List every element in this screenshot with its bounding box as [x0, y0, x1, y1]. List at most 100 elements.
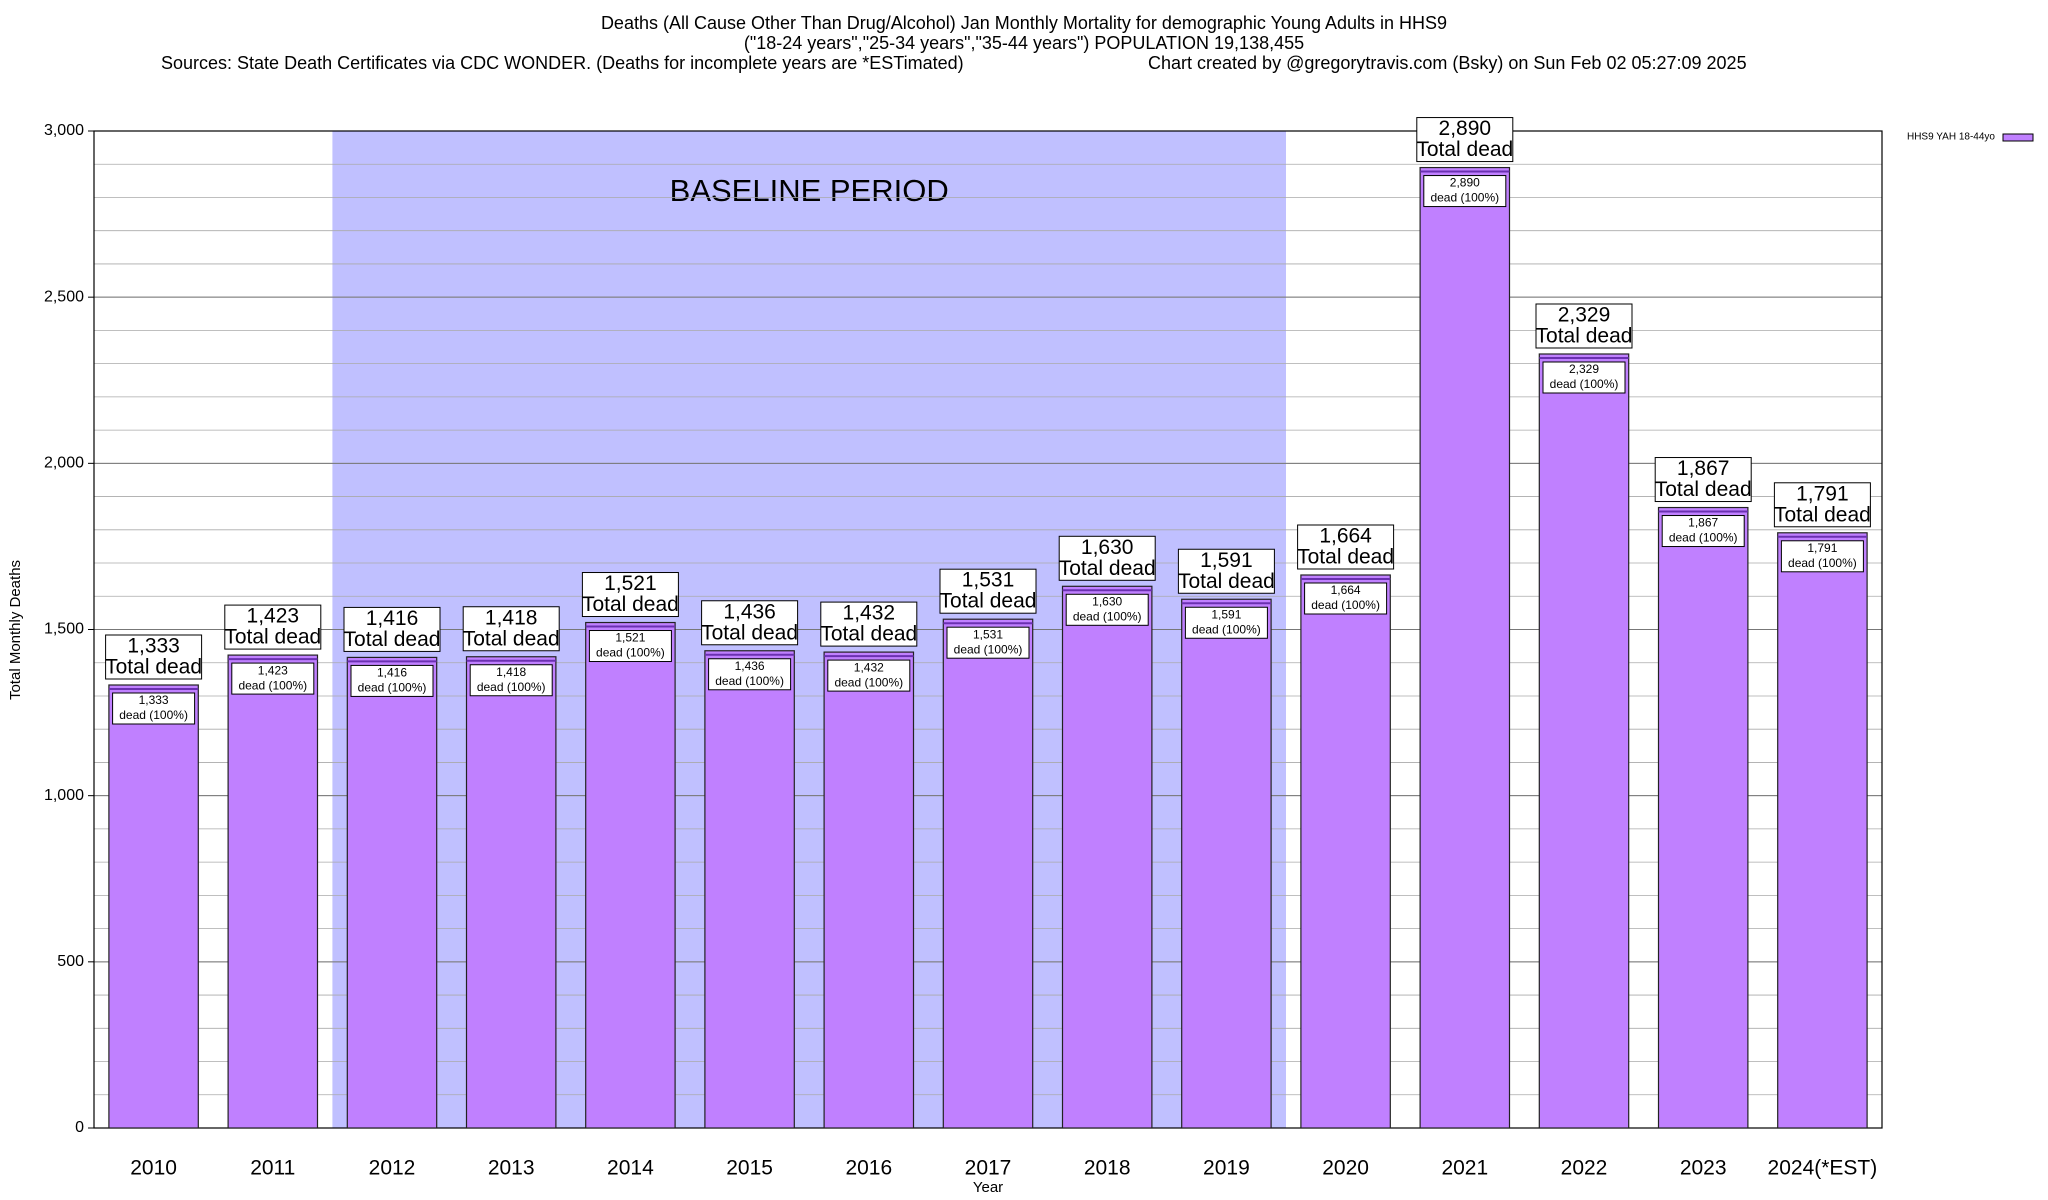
total-label-box [1654, 457, 1752, 503]
bar [823, 651, 915, 1129]
bar [942, 618, 1034, 1129]
total-label-box [1416, 117, 1514, 163]
x-tick-label: 2024(*EST) [1768, 1157, 1878, 1180]
inner-value-label: 1,416 [377, 666, 407, 680]
total-label: Total dead [463, 627, 560, 650]
inner-label: dead (100%) [596, 646, 665, 660]
value-label: 1,416 [366, 607, 419, 630]
value-label: 1,333 [127, 635, 180, 658]
value-label: 1,791 [1796, 482, 1849, 505]
inner-label: dead (100%) [358, 681, 427, 695]
value-label: 2,329 [1558, 304, 1611, 327]
inner-value-label: 1,531 [973, 627, 1003, 641]
total-label: Total dead [105, 656, 202, 679]
bar [465, 656, 557, 1129]
inner-label-box [827, 659, 911, 692]
inner-value-label: 1,436 [735, 659, 765, 673]
inner-label: dead (100%) [1073, 609, 1142, 623]
y-tick-label: 1,500 [44, 621, 84, 638]
total-label: Total dead [582, 593, 679, 616]
inner-label-box [350, 664, 434, 697]
total-label-box [581, 572, 679, 618]
total-label-box [1297, 524, 1395, 570]
bar [1657, 506, 1749, 1129]
x-tick-label: 2012 [369, 1157, 416, 1180]
inner-label-box [1423, 175, 1507, 208]
inner-label-box [1304, 582, 1388, 615]
total-label: Total dead [1059, 557, 1156, 580]
total-label: Total dead [1655, 478, 1752, 501]
total-label-box [343, 606, 441, 652]
x-tick-label: 2019 [1203, 1157, 1250, 1180]
total-label: Total dead [940, 590, 1037, 613]
total-label: Total dead [1297, 546, 1394, 569]
inner-label: dead (100%) [715, 674, 784, 688]
inner-label: dead (100%) [834, 675, 903, 689]
inner-value-label: 1,791 [1807, 541, 1837, 555]
x-tick-label: 2016 [845, 1157, 892, 1180]
bar [585, 621, 676, 1129]
total-label-box [1535, 303, 1633, 349]
x-tick-label: 2018 [1084, 1157, 1131, 1180]
inner-label: dead (100%) [1430, 191, 1499, 205]
bar [227, 654, 319, 1129]
value-label: 1,630 [1081, 536, 1134, 559]
inner-label-box [231, 662, 315, 695]
inner-label: dead (100%) [954, 642, 1023, 656]
inner-label: dead (100%) [119, 708, 188, 722]
inner-value-label: 1,418 [496, 665, 526, 679]
inner-label: dead (100%) [1311, 598, 1380, 612]
x-tick-label: 2014 [607, 1157, 654, 1180]
x-axis-label: Year [973, 1179, 1003, 1196]
value-label: 1,867 [1677, 457, 1730, 480]
inner-label-box [112, 692, 196, 725]
x-tick-label: 2022 [1561, 1157, 1608, 1180]
total-label-box [1058, 535, 1156, 581]
bar [1777, 532, 1868, 1129]
inner-label-box [1542, 361, 1626, 394]
total-label: Total dead [1178, 570, 1275, 593]
value-label: 1,436 [723, 600, 776, 623]
value-label: 1,423 [247, 605, 300, 628]
chart-subtitle: ("18-24 years","25-34 years","35-44 year… [744, 33, 1304, 53]
y-tick-label: 2,500 [44, 288, 84, 305]
x-tick-label: 2020 [1322, 1157, 1369, 1180]
legend-label: HHS9 YAH 18-44yo [1907, 132, 1995, 143]
total-label: Total dead [344, 628, 441, 651]
inner-value-label: 1,630 [1092, 594, 1122, 608]
inner-value-label: 2,329 [1569, 362, 1599, 376]
total-label-box [105, 634, 203, 680]
value-label: 1,531 [962, 569, 1015, 592]
total-label-box [1773, 482, 1871, 528]
y-tick-label: 2,000 [44, 455, 84, 472]
inner-label: dead (100%) [1550, 377, 1619, 391]
x-tick-label: 2011 [250, 1157, 295, 1180]
value-label: 2,890 [1439, 117, 1492, 140]
y-tick-label: 500 [57, 953, 84, 970]
x-tick-label: 2010 [130, 1157, 177, 1180]
value-label: 1,591 [1200, 549, 1253, 572]
inner-label-box [1065, 593, 1149, 626]
x-tick-label: 2013 [488, 1157, 535, 1180]
total-label: Total dead [224, 626, 321, 649]
inner-label: dead (100%) [1192, 622, 1261, 636]
bar [704, 650, 795, 1129]
value-label: 1,521 [604, 572, 657, 595]
inner-value-label: 1,423 [258, 663, 288, 677]
inner-label-box [469, 664, 553, 697]
value-label: 1,664 [1319, 525, 1372, 548]
bar [108, 684, 199, 1129]
inner-value-label: 2,890 [1450, 176, 1480, 190]
bar [1300, 574, 1391, 1129]
total-label: Total dead [1416, 138, 1513, 161]
total-label: Total dead [701, 621, 798, 644]
total-label-box [820, 601, 918, 647]
total-label-box [462, 606, 560, 652]
inner-value-label: 1,867 [1688, 516, 1718, 530]
inner-label: dead (100%) [477, 680, 546, 694]
bar [1419, 166, 1511, 1129]
bar [1181, 598, 1272, 1129]
inner-label-box [588, 630, 672, 663]
inner-label-box [1661, 515, 1745, 548]
